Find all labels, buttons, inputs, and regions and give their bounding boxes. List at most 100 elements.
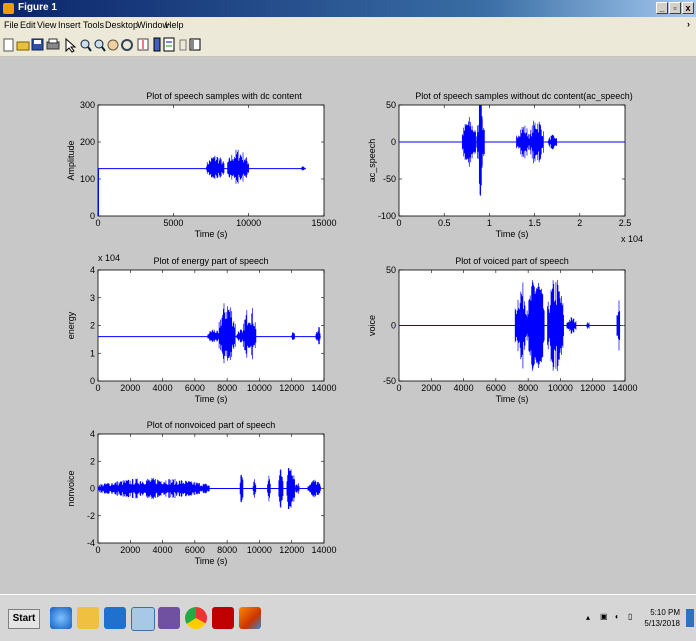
matlab-icon[interactable] [239,607,261,629]
y-tick-label: -4 [87,538,95,548]
x-tick-label: 12000 [279,545,304,555]
y-tick-label: 2 [90,321,95,331]
x-tick-label: 2000 [421,383,441,393]
rotate-icon[interactable] [121,39,133,51]
zoom-in-icon[interactable] [80,39,92,52]
minimize-button[interactable]: _ [656,2,668,14]
window-title: Figure 1 [18,2,57,13]
figure-axes: Plot of speech samples with dc content 0 5… [66,88,643,566]
x-tick-label: 1.5 [528,218,541,228]
y-tick-label: -100 [378,211,396,221]
subplot-1[interactable]: Plot of speech samples with dc content 0 5… [66,91,337,239]
clock[interactable]: 5:10 PM 5/13/2018 [644,607,680,629]
data-cursor-icon[interactable] [137,38,149,51]
hide-plot-tools-icon[interactable] [179,39,187,51]
x-tick-label: 10000 [247,545,272,555]
subplot-4[interactable]: Plot of voiced part of speech 0 2000 4000 60… [367,256,638,404]
title-bar[interactable]: Figure 1 _ ▫ x [0,0,696,17]
series-burst [315,327,321,345]
y-axis-label: nonvoice [66,470,76,506]
series-burst [278,469,284,508]
series-burst [478,105,483,196]
show-plot-tools-icon[interactable] [189,38,201,51]
colorbar-icon[interactable] [153,37,161,52]
x-tick-label: 6000 [486,383,506,393]
series-burst [206,155,225,179]
x-tick-label: 0 [95,218,100,228]
x-tick-label: 8000 [518,383,538,393]
clock-time: 5:10 PM [650,608,680,617]
menu-file[interactable]: File [4,20,19,30]
series-burst [252,479,257,498]
taskbar: Start ▴ ▣ ◖ ▯ 5:10 PM 5/13/2018 [0,594,696,641]
show-desktop-button[interactable] [686,609,694,627]
x-tick-label: 8000 [217,383,237,393]
notepad-icon[interactable] [131,607,155,631]
y-tick-label: 2 [90,456,95,466]
x-tick-label: 12000 [580,383,605,393]
subplot-5[interactable]: Plot of nonvoiced part of speech 0 2000 400… [66,420,337,566]
menu-window[interactable]: Window [137,20,170,30]
acrobat-icon[interactable] [212,607,234,629]
y-tick-label: -50 [383,174,396,184]
legend-icon[interactable] [163,37,175,52]
series-burst [236,329,244,343]
pan-icon[interactable] [107,39,119,51]
y-tick-label: 3 [90,293,95,303]
x-tick-label: 0 [396,218,401,228]
menu-tools[interactable]: Tools [83,20,105,30]
tray-arrow-icon[interactable]: ▴ [586,613,591,622]
new-icon[interactable] [3,38,14,52]
x-axis-label: Time (s) [496,394,529,404]
menu-insert[interactable]: Insert [58,20,81,30]
restore-button[interactable]: ▫ [669,2,681,14]
open-icon[interactable] [16,41,30,51]
outlook-icon[interactable] [104,607,126,629]
x-tick-label: 4000 [153,383,173,393]
zoom-out-icon[interactable] [94,39,106,52]
y-tick-label: 1 [90,348,95,358]
menu-close-icon[interactable]: › [687,19,690,29]
x-tick-label: 6000 [185,383,205,393]
subplot-title: Plot of energy part of speech [153,256,268,266]
keyboard-icon[interactable]: ▯ [628,612,633,621]
menu-edit[interactable]: Edit [20,20,36,30]
start-button[interactable]: Start [8,609,40,629]
series-burst [566,317,577,334]
series-burst [585,322,590,329]
close-button[interactable]: x [682,2,694,14]
subplot-title: Plot of nonvoiced part of speech [147,420,276,430]
menu-desktop[interactable]: Desktop [105,20,139,30]
series-burst [242,308,257,360]
x-tick-label: 1 [487,218,492,228]
x-axis-label: Time (s) [195,556,228,566]
print-icon[interactable] [46,38,60,50]
save-icon[interactable] [31,38,44,51]
subplot-2[interactable]: Plot of speech samples without dc conten… [367,88,643,244]
x-tick-label: 5000 [163,218,183,228]
file-explorer-icon[interactable] [77,607,99,629]
visual-studio-icon[interactable] [158,607,180,629]
series-burst [218,303,236,364]
chrome-icon[interactable] [185,607,207,629]
series-burst [207,329,220,342]
x-tick-label: 14000 [311,545,336,555]
y-axis-label: voice [367,315,377,336]
volume-icon[interactable]: ◖ [614,612,619,621]
y-tick-label: 0 [90,484,95,494]
x-tick-label: 2000 [120,383,140,393]
menu-view[interactable]: View [37,20,57,30]
subplot-title: Plot of voiced part of speech [455,256,569,266]
series-burst [547,279,564,372]
y-tick-label: 50 [386,265,396,275]
x-axis-label: Time (s) [195,229,228,239]
network-icon[interactable]: ▣ [600,612,608,621]
subplot-3[interactable]: Plot of energy part of speech 0 2000 4000 60… [66,253,337,404]
pointer-icon[interactable] [65,37,77,53]
x-tick-label: 4000 [454,383,474,393]
x-axis-label: Time (s) [496,229,529,239]
menu-help[interactable]: Help [165,20,184,30]
axes-frame [97,104,325,217]
internet-explorer-icon[interactable] [50,607,72,629]
series-burst [227,149,249,184]
